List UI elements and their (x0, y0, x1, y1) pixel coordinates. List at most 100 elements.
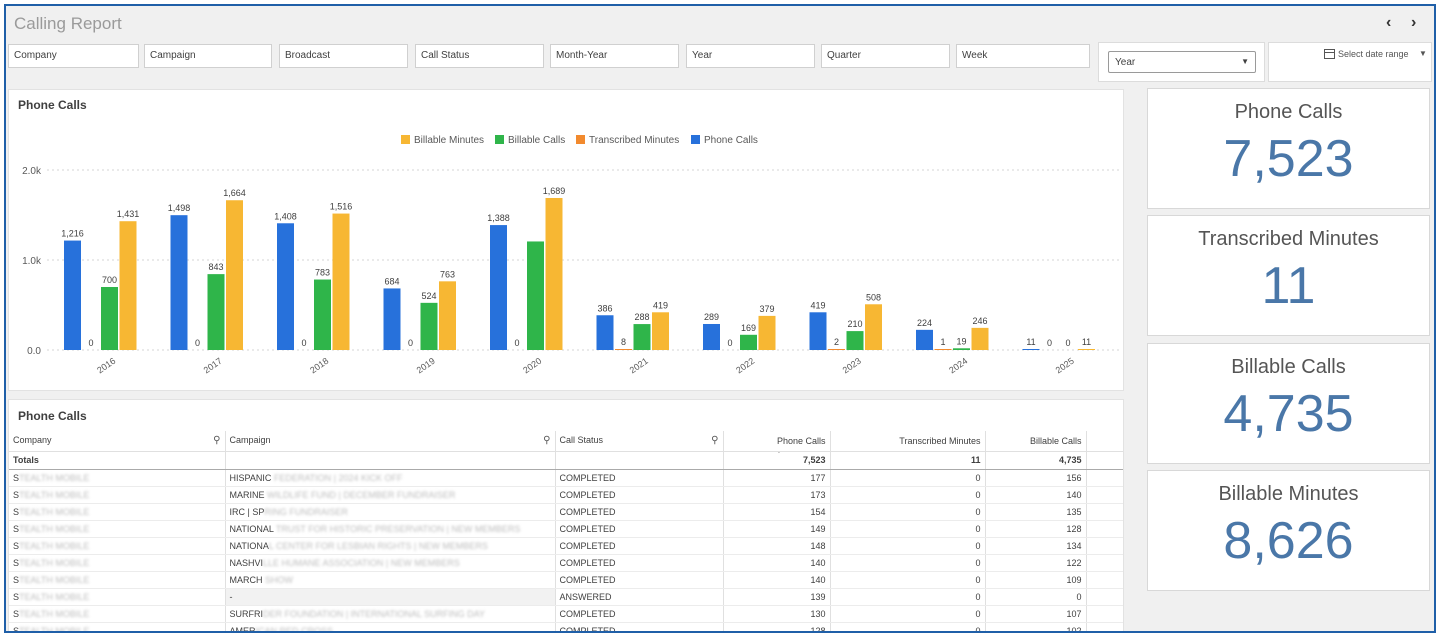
campaign-cell[interactable]: AMERICAN RED CROSS (225, 622, 556, 631)
call-status-cell[interactable]: COMPLETED (555, 469, 724, 487)
bar-phone-calls (916, 329, 933, 350)
x-tick-label: 2017 (202, 356, 224, 376)
transcribed-minutes-cell: 0 (830, 622, 986, 631)
kpi-value: 8,626 (1223, 512, 1354, 570)
call-status-cell[interactable]: COMPLETED (555, 486, 724, 504)
search-icon[interactable]: ⚲ (711, 435, 719, 447)
search-icon[interactable]: ⚲ (213, 435, 221, 447)
y-tick-label: 0.0 (27, 346, 41, 357)
bar-billable-calls (101, 287, 118, 350)
table-row[interactable]: STEALTH MOBILE SURFRIDER FOUNDATION | INT… (9, 605, 1123, 623)
table-row[interactable]: STEALTH MOBILE MARCH SHOW COMPLETED 140 0 109 (9, 571, 1123, 589)
filter-month-year[interactable]: Month-Year (550, 44, 679, 68)
billable-calls-cell: 102 (985, 622, 1087, 631)
company-cell[interactable]: STEALTH MOBILE (9, 622, 226, 631)
data-label: 0 (408, 338, 413, 348)
campaign-cell[interactable]: SURFRIDER FOUNDATION | INTERNATIONAL SUR… (225, 605, 556, 623)
company-cell[interactable]: STEALTH MOBILE (9, 520, 226, 538)
campaign-cell[interactable]: - (225, 588, 556, 606)
bar-billable-calls (314, 279, 331, 350)
filter-quarter[interactable]: Quarter (821, 44, 950, 68)
company-cell[interactable]: STEALTH MOBILE (9, 486, 226, 504)
company-cell[interactable]: STEALTH MOBILE (9, 554, 226, 572)
call-status-cell[interactable]: ANSWERED (555, 588, 724, 606)
table-row[interactable]: STEALTH MOBILE AMERICAN RED CROSS COMPLETE… (9, 622, 1123, 631)
x-tick-label: 2025 (1054, 356, 1076, 376)
bar-phone-calls (703, 323, 720, 350)
company-cell[interactable]: STEALTH MOBILE (9, 503, 226, 521)
bar-billable-calls (740, 334, 757, 350)
kpi-label: Billable Minutes (1218, 483, 1359, 505)
call-status-cell[interactable]: COMPLETED (555, 622, 724, 631)
bar-billable-minutes (119, 221, 137, 350)
kpi-billable-minutes: Billable Minutes 8,626 (1147, 470, 1430, 591)
sort-desc-icon[interactable]: ▼ (775, 451, 783, 455)
col-header-billable-calls[interactable]: Billable Calls (985, 431, 1087, 452)
kpi-label: Phone Calls (1234, 101, 1343, 123)
period-select[interactable]: Year ▼ (1108, 51, 1256, 73)
col-header-phone-calls[interactable]: Phone Calls (723, 431, 831, 452)
company-cell[interactable]: STEALTH MOBILE (9, 469, 226, 487)
date-range-picker[interactable]: Select date range ▼ (1268, 42, 1432, 82)
data-label: 0 (1065, 338, 1070, 348)
campaign-cell[interactable]: NATIONAL CENTER FOR LESBIAN RIGHTS | NEW… (225, 537, 556, 555)
col-header-campaign[interactable]: Campaign ⚲ (225, 431, 556, 452)
campaign-cell[interactable]: HISPANIC FEDERATION | 2024 KICK OFF (225, 469, 556, 487)
x-tick-label: 2023 (841, 356, 863, 376)
company-cell[interactable]: STEALTH MOBILE (9, 605, 226, 623)
table-row[interactable]: STEALTH MOBILE IRC | SPRING FUNDRAISER COM… (9, 503, 1123, 521)
campaign-cell[interactable]: MARCH SHOW (225, 571, 556, 589)
chart-title: Phone Calls (18, 98, 87, 112)
next-sheet-icon[interactable]: › (1411, 14, 1417, 31)
table-row[interactable]: STEALTH MOBILE HISPANIC FEDERATION | 2024… (9, 469, 1123, 487)
filter-week[interactable]: Week (956, 44, 1090, 68)
call-status-cell[interactable]: COMPLETED (555, 503, 724, 521)
company-cell[interactable]: STEALTH MOBILE (9, 537, 226, 555)
table-row[interactable]: STEALTH MOBILE NASHVILLE HUMANE ASSOCIATI… (9, 554, 1123, 572)
kpi-label: Billable Calls (1231, 356, 1346, 378)
search-icon[interactable]: ⚲ (543, 435, 551, 447)
x-tick-label: 2018 (308, 356, 330, 376)
data-label: 19 (956, 336, 966, 346)
call-status-cell[interactable]: COMPLETED (555, 571, 724, 589)
campaign-cell[interactable]: IRC | SPRING FUNDRAISER (225, 503, 556, 521)
call-status-cell[interactable]: COMPLETED (555, 537, 724, 555)
campaign-cell[interactable]: MARINE WILDLIFE FUND | DECEMBER FUNDRAIS… (225, 486, 556, 504)
filter-company[interactable]: Company (8, 44, 139, 68)
legend-swatch (495, 135, 504, 144)
period-select-container: Year ▼ (1098, 42, 1265, 82)
company-cell[interactable]: STEALTH MOBILE (9, 571, 226, 589)
filter-call-status[interactable]: Call Status (415, 44, 544, 68)
call-status-cell[interactable]: COMPLETED (555, 554, 724, 572)
filter-broadcast[interactable]: Broadcast (279, 44, 408, 68)
bar-billable-minutes (758, 315, 776, 350)
data-label: 386 (597, 303, 612, 313)
table-row[interactable]: STEALTH MOBILE MARINE WILDLIFE FUND | DEC… (9, 486, 1123, 504)
call-status-cell[interactable]: COMPLETED (555, 605, 724, 623)
legend-swatch (576, 135, 585, 144)
data-label: 379 (759, 304, 774, 314)
billable-calls-cell: 122 (985, 554, 1087, 572)
col-header-company[interactable]: Company ⚲ (9, 431, 226, 452)
table-row[interactable]: STEALTH MOBILE NATIONAL TRUST FOR HISTORI… (9, 520, 1123, 538)
table-row[interactable]: STEALTH MOBILE NATIONAL CENTER FOR LESBIA… (9, 537, 1123, 555)
billable-calls-cell: 128 (985, 520, 1087, 538)
phone-calls-cell: 130 (723, 605, 831, 623)
filter-campaign[interactable]: Campaign (144, 44, 272, 68)
company-cell[interactable]: STEALTH MOBILE (9, 588, 226, 606)
call-status-cell[interactable]: COMPLETED (555, 520, 724, 538)
table-row[interactable]: STEALTH MOBILE - ANSWERED 139 0 0 (9, 588, 1123, 606)
transcribed-minutes-cell: 0 (830, 537, 986, 555)
data-label: 783 (315, 268, 330, 278)
campaign-cell[interactable]: NASHVILLE HUMANE ASSOCIATION | NEW MEMBE… (225, 554, 556, 572)
kpi-phone-calls: Phone Calls 7,523 (1147, 88, 1430, 209)
prev-sheet-icon[interactable]: ‹ (1386, 14, 1392, 31)
bar-phone-calls (809, 312, 827, 350)
campaign-cell[interactable]: NATIONAL TRUST FOR HISTORIC PRESERVATION… (225, 520, 556, 538)
filter-year[interactable]: Year (686, 44, 815, 68)
col-header-transcribed-minutes[interactable]: Transcribed Minutes (830, 431, 986, 452)
bar-billable-minutes (971, 327, 989, 350)
col-header-call-status[interactable]: Call Status ⚲ (555, 431, 724, 452)
bar-phone-calls (383, 288, 401, 350)
phone-calls-cell: 177 (723, 469, 831, 487)
